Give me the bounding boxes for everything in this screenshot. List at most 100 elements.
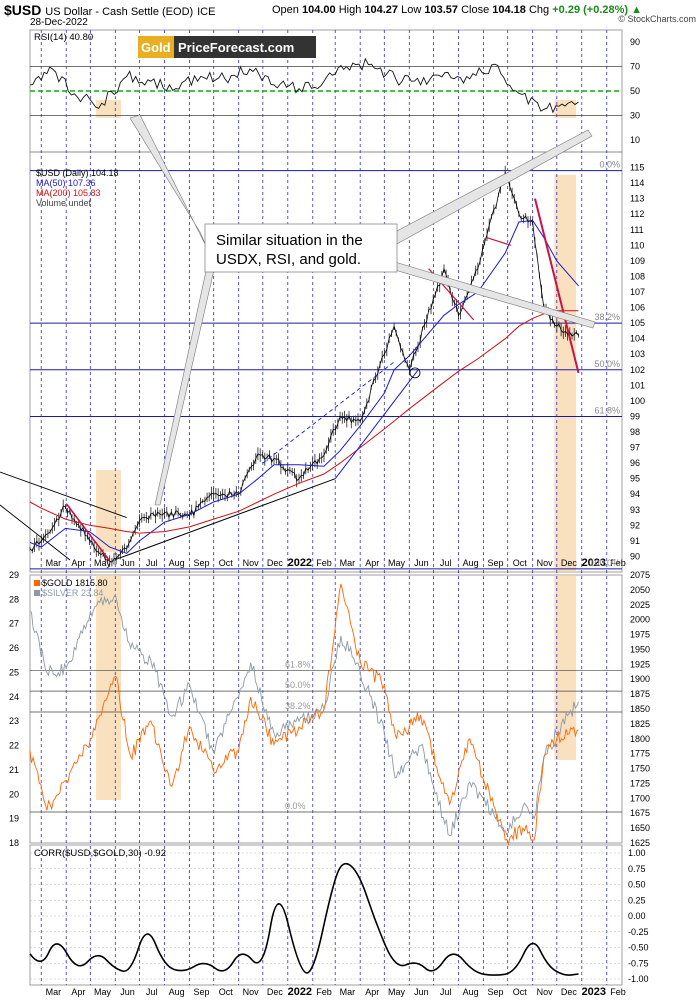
panel-frame-usd: [29, 151, 623, 573]
x-tick-label: 2023: [582, 557, 606, 569]
corr-y-tick-label: 0.00: [628, 911, 646, 921]
gold-y-tick-label: 1825: [630, 719, 650, 729]
symbol: $USD: [4, 2, 42, 18]
x-tick-label: Apr: [71, 558, 85, 568]
gold-legend-entry: $GOLD 1815.80: [42, 578, 108, 588]
usd-y-tick-label: 99: [630, 411, 640, 421]
gold-series-line: [29, 583, 579, 846]
silver-y-tick-label: 18: [9, 838, 19, 848]
ohlc-readout: Open 104.00 High 104.27 Low 103.57 Close…: [272, 4, 643, 16]
silver-series-line: [29, 593, 579, 837]
usd-y-tick-label: 91: [630, 536, 640, 546]
corr-y-tick-label: 0.25: [628, 895, 646, 905]
black-resistance-line: [0, 471, 127, 518]
x-tick-label: Mar: [46, 558, 62, 568]
silver-y-tick-label: 26: [9, 643, 19, 653]
x-tick-label: Sep: [194, 558, 210, 568]
x-tick-label: 2022: [288, 986, 312, 998]
silver-y-tick-label: 21: [9, 765, 19, 775]
gold-fib-level-label: 0.0%: [285, 801, 306, 811]
usd-fib-level-label: 61.8%: [594, 405, 620, 415]
silver-y-tick-label: 20: [9, 789, 19, 799]
gold-y-tick-label: 1900: [630, 674, 650, 684]
x-tick-label: Feb: [610, 987, 626, 997]
usd-y-tick-label: 94: [630, 489, 640, 499]
x-tick-label: Dec: [561, 987, 578, 997]
chart-header: $USD US Dollar - Cash Settle (EOD) ICE 2…: [0, 0, 700, 30]
x-tick-label: Aug: [169, 987, 185, 997]
usd-y-tick-label: 103: [630, 349, 645, 359]
silver-y-tick-label: 24: [9, 692, 19, 702]
gold-y-tick-label: 2025: [630, 600, 650, 610]
x-tick-label: Oct: [513, 987, 528, 997]
gold-y-tick-label: 1775: [630, 749, 650, 759]
usd-y-tick-label: 93: [630, 505, 640, 515]
callout-pointer-usd-2021: [154, 261, 215, 506]
logo-gold-block: [138, 36, 174, 58]
usd-y-tick-label: 111: [630, 225, 644, 235]
usd-y-tick-label: 107: [630, 287, 645, 297]
gold-y-tick-label: 1725: [630, 778, 650, 788]
usd-y-tick-label: 106: [630, 303, 645, 313]
usd-ma50-line: [29, 219, 579, 554]
callout-text-line1: Similar situation in the: [216, 232, 363, 249]
rsi-y-tick-label: 70: [630, 62, 640, 72]
x-tick-label: May: [94, 558, 112, 568]
x-tick-label: Dec: [267, 987, 284, 997]
x-tick-label: Nov: [537, 987, 554, 997]
usd-y-tick-label: 92: [630, 520, 640, 530]
x-tick-label: 2023: [582, 986, 606, 998]
usd-y-tick-label: 98: [630, 427, 640, 437]
usd-y-tick-label: 115: [630, 163, 644, 173]
highlight-band-usd-2022: [554, 175, 577, 572]
highlight-band-gold-2021: [96, 575, 122, 800]
corr-y-tick-label: 0.50: [628, 880, 646, 890]
x-tick-label: Aug: [463, 558, 479, 568]
logo-text-gold: Gold: [141, 40, 171, 55]
red-trendline-2022: [534, 198, 580, 374]
silver-y-tick-label: 23: [9, 716, 19, 726]
x-tick-label: Mar: [340, 558, 356, 568]
x-tick-label: Jul: [146, 987, 158, 997]
usd-price-line: [29, 170, 579, 563]
gold-y-tick-label: 1650: [630, 823, 650, 833]
usd-y-tick-label: 101: [630, 380, 645, 390]
usd-y-tick-label: 105: [630, 318, 645, 328]
x-tick-label: Jun: [120, 987, 135, 997]
usd-legend-entry: Volume undef: [36, 198, 92, 208]
corr-series-line: [29, 862, 579, 976]
x-tick-label: Oct: [219, 987, 234, 997]
x-tick-label: Mar: [46, 987, 62, 997]
gold-y-tick-label: 1975: [630, 630, 650, 640]
gold-y-tick-label: 1925: [630, 659, 650, 669]
usd-y-tick-label: 112: [630, 209, 644, 219]
x-tick-label: Nov: [243, 558, 260, 568]
x-tick-label: Dec: [561, 558, 578, 568]
rsi-y-tick-label: 10: [630, 135, 640, 145]
callout-annotation: Similar situation in the USDX, RSI, and g…: [129, 114, 596, 506]
black-support-line: [115, 478, 336, 561]
callout-text-line2: USDX, RSI, and gold.: [216, 251, 361, 268]
usd-y-tick-label: 96: [630, 458, 640, 468]
gold-y-tick-label: 1875: [630, 689, 650, 699]
usd-y-tick-label: 100: [630, 396, 645, 406]
gold-legend-entry: $SILVER 23.84: [42, 588, 103, 598]
silver-y-tick-label: 22: [9, 741, 19, 751]
goldpriceforecast-logo: Gold PriceForecast.com: [138, 36, 316, 58]
x-tick-label: Feb: [316, 987, 332, 997]
x-tick-label: Sep: [194, 987, 210, 997]
silver-y-tick-label: 19: [9, 814, 19, 824]
corr-y-tick-label: 0.75: [628, 864, 646, 874]
usd-fib-level-label: 50.0%: [594, 359, 620, 369]
usd-ma200-line: [29, 310, 579, 534]
usd-fib-level-label: 0.0%: [599, 160, 620, 170]
x-tick-label: Apr: [365, 558, 379, 568]
usd-y-tick-label: 108: [630, 271, 645, 281]
x-tick-label: Apr: [365, 987, 379, 997]
usd-legend-entry: MA(50) 107.36: [36, 178, 96, 188]
corr-y-tick-label: -0.25: [628, 927, 649, 937]
x-tick-label: Feb: [316, 558, 332, 568]
x-tick-label: Sep: [488, 987, 504, 997]
black-left-line: [0, 504, 71, 561]
